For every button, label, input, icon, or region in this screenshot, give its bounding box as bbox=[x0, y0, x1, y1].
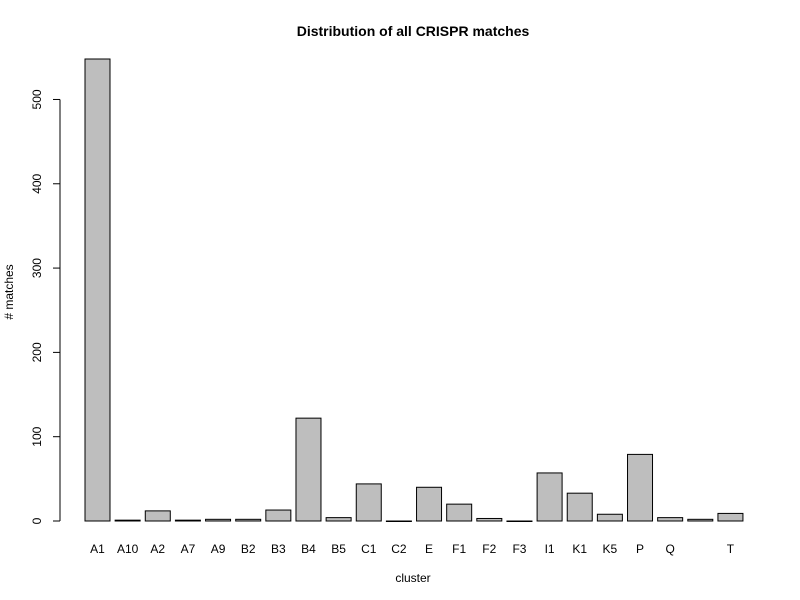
chart-title: Distribution of all CRISPR matches bbox=[297, 23, 530, 39]
bar-B4 bbox=[295, 417, 322, 522]
x-tick-label: B5 bbox=[331, 542, 346, 556]
bar-A2 bbox=[144, 510, 171, 522]
y-axis: 0 100 200 300 400 500 bbox=[30, 89, 61, 524]
x-tick-label: A9 bbox=[211, 542, 226, 556]
x-tick-label: P bbox=[636, 542, 644, 556]
bar-T bbox=[717, 512, 744, 522]
y-tick-label: 0 bbox=[30, 517, 44, 524]
bar-F2 bbox=[476, 517, 503, 522]
bar-Q bbox=[657, 517, 684, 522]
y-tick-label: 100 bbox=[30, 426, 44, 446]
bar-A1 bbox=[84, 58, 111, 522]
bar-E bbox=[416, 486, 443, 522]
bar-F1 bbox=[446, 503, 473, 522]
x-tick-label: F2 bbox=[482, 542, 496, 556]
x-tick-label: B2 bbox=[241, 542, 256, 556]
x-axis-label: cluster bbox=[395, 571, 430, 585]
x-tick-label: F1 bbox=[452, 542, 466, 556]
bar-I1 bbox=[536, 472, 563, 522]
x-tick-label: T bbox=[727, 542, 735, 556]
bars bbox=[84, 58, 744, 522]
x-tick-label: I1 bbox=[545, 542, 555, 556]
bar-A7 bbox=[174, 519, 201, 522]
y-tick-label: 500 bbox=[30, 89, 44, 109]
bar-C1 bbox=[355, 483, 382, 522]
bar-A9 bbox=[205, 518, 232, 522]
x-tick-labels: A1 A10 A2 A7 A9 B2 B3 B4 B5 C1 C2 E F1 F2 F3 I1 K1 K5 P Q T bbox=[90, 542, 735, 556]
x-tick-label: B4 bbox=[301, 542, 316, 556]
bar-unlabeled bbox=[687, 518, 714, 522]
x-tick-label: A7 bbox=[181, 542, 196, 556]
y-tick-label: 200 bbox=[30, 342, 44, 362]
x-tick-label: A2 bbox=[150, 542, 165, 556]
bar-F3 bbox=[506, 520, 533, 522]
bar-B5 bbox=[325, 517, 352, 522]
bar-K5 bbox=[596, 513, 623, 522]
x-tick-label: C2 bbox=[391, 542, 407, 556]
y-tick-label: 300 bbox=[30, 258, 44, 278]
bar-K1 bbox=[566, 492, 593, 522]
x-tick-label: E bbox=[425, 542, 433, 556]
y-tick-label: 400 bbox=[30, 173, 44, 193]
bar-A10 bbox=[114, 519, 141, 522]
x-tick-label: K1 bbox=[572, 542, 587, 556]
bar-P bbox=[627, 453, 654, 522]
y-axis-label: # matches bbox=[2, 264, 16, 319]
x-tick-label: F3 bbox=[512, 542, 526, 556]
bar-B3 bbox=[265, 509, 292, 522]
bar-B2 bbox=[235, 518, 262, 522]
x-tick-label: B3 bbox=[271, 542, 286, 556]
x-tick-label: C1 bbox=[361, 542, 377, 556]
bar-C2 bbox=[385, 520, 412, 522]
x-tick-label: A1 bbox=[90, 542, 105, 556]
x-tick-label: Q bbox=[665, 542, 674, 556]
x-tick-label: A10 bbox=[117, 542, 139, 556]
x-tick-label: K5 bbox=[603, 542, 618, 556]
